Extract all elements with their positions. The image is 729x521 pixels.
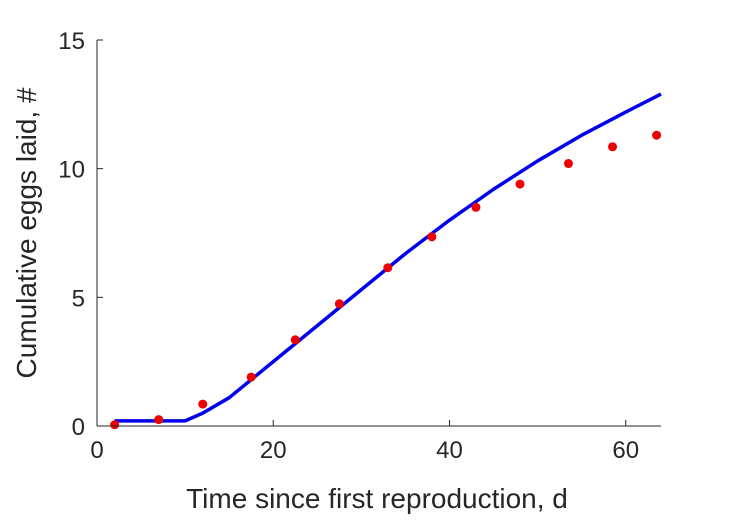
x-axis-label: Time since first reproduction, d [186, 483, 568, 514]
y-tick-label: 15 [58, 28, 85, 55]
data-point [383, 263, 393, 273]
data-point [652, 130, 662, 140]
ticks: 0 20 40 60 0 5 10 15 [58, 28, 639, 464]
data-point [154, 415, 164, 425]
data-point [334, 299, 344, 309]
plot-area [110, 92, 662, 430]
data-point [427, 232, 437, 242]
data-point [471, 202, 481, 212]
y-tick-label: 10 [58, 157, 85, 184]
data-point [515, 179, 525, 189]
x-tick-label: 60 [612, 437, 639, 464]
y-axis-label: Cumulative eggs laid, # [11, 87, 42, 378]
data-point [608, 142, 618, 152]
model-curve [114, 92, 662, 423]
y-tick-label: 5 [72, 285, 85, 312]
data-point [198, 399, 208, 409]
x-tick-label: 40 [436, 437, 463, 464]
data-point [290, 335, 300, 345]
y-tick-label: 0 [72, 414, 85, 441]
data-point [563, 159, 573, 169]
data-point [246, 372, 256, 382]
data-point [110, 420, 120, 430]
axes [96, 40, 661, 427]
x-tick-label: 0 [90, 437, 103, 464]
x-tick-label: 20 [260, 437, 287, 464]
